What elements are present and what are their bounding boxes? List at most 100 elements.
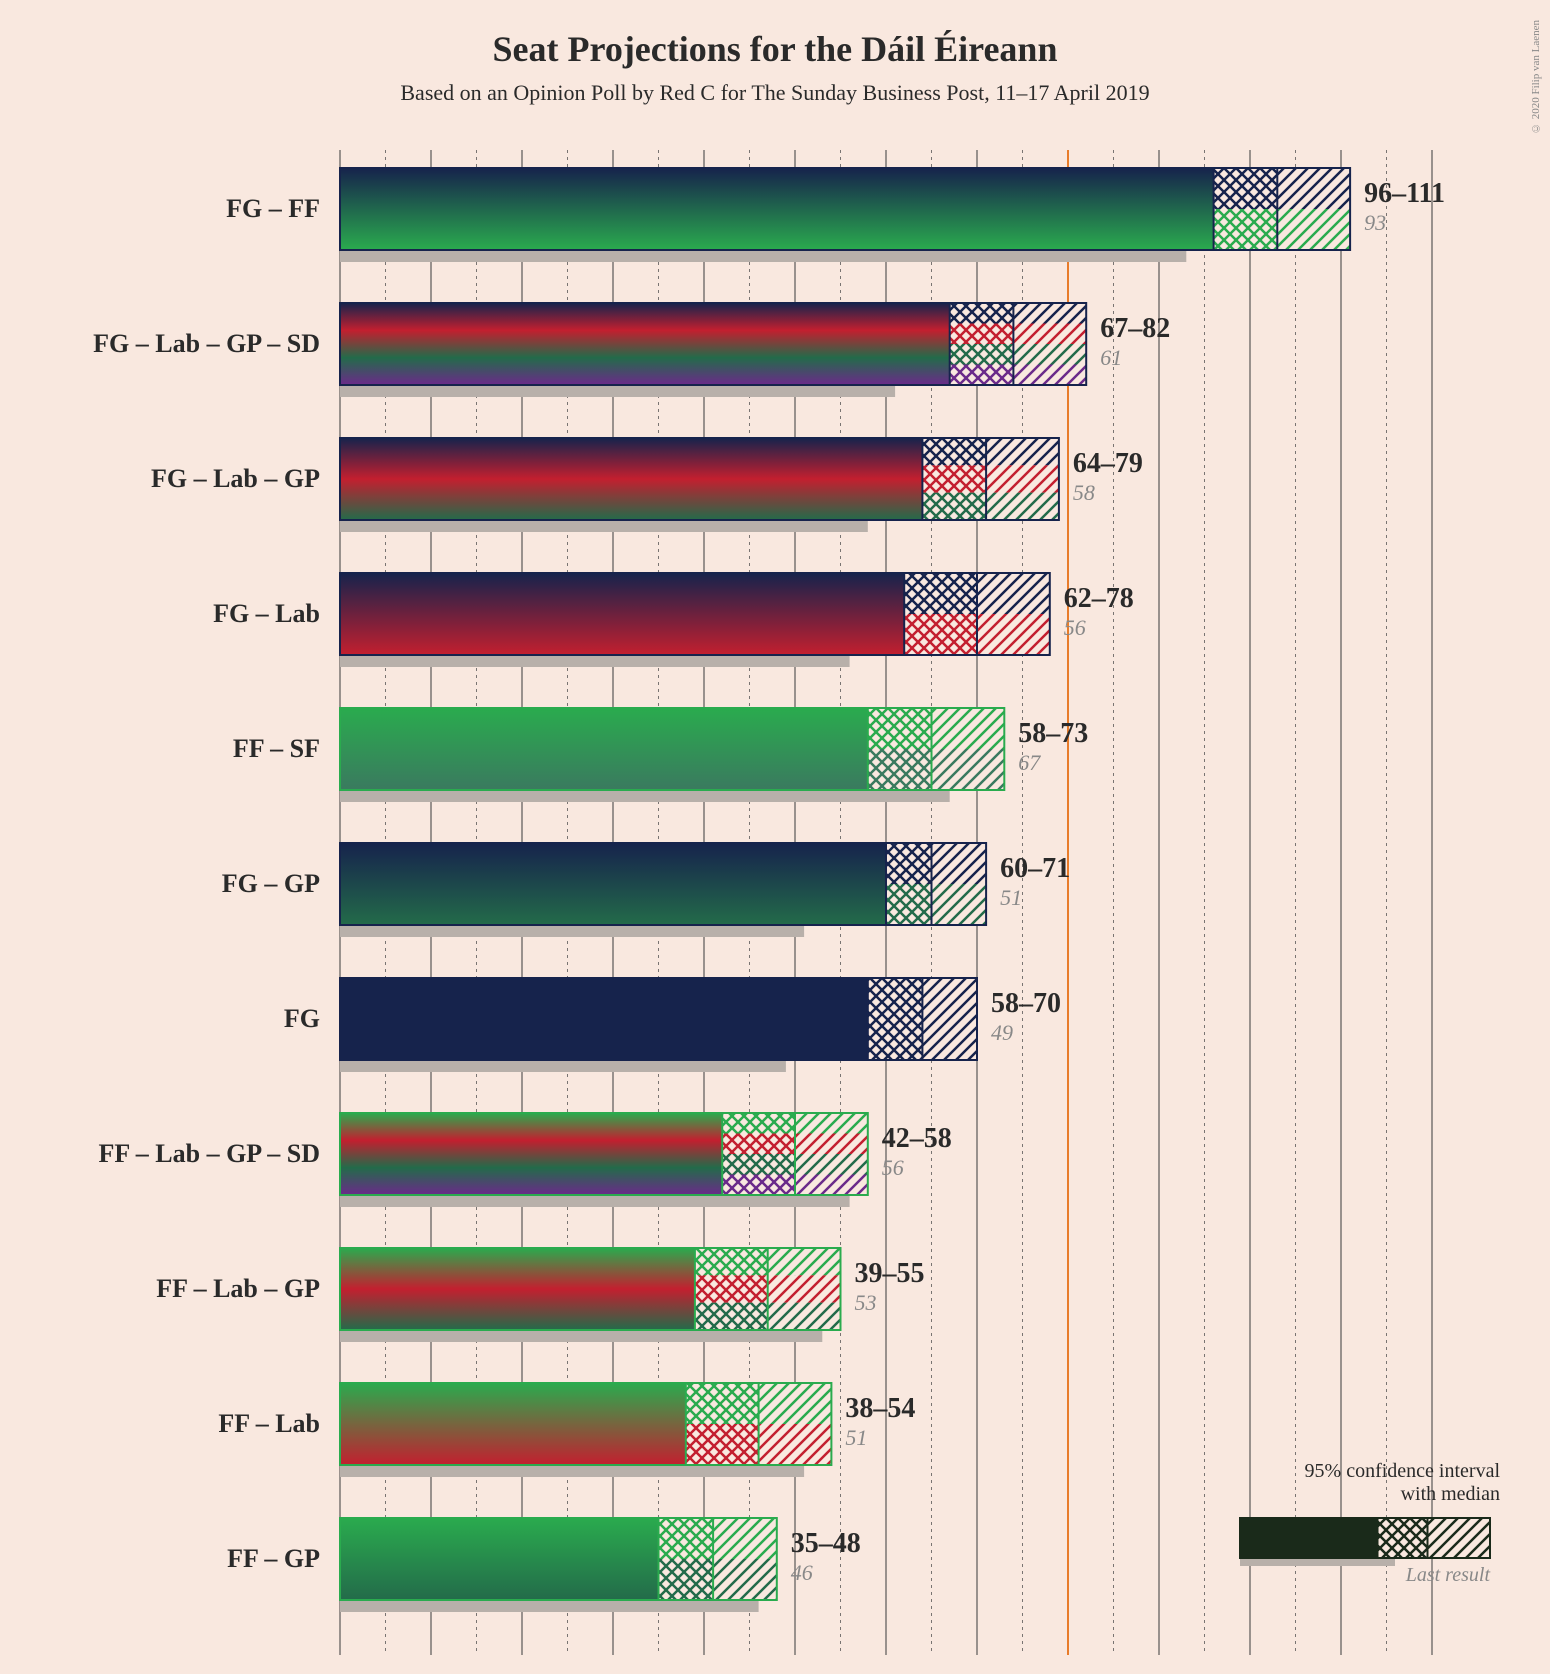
- bar-ci-lower: [722, 1175, 795, 1196]
- bar-solid: [340, 1113, 722, 1195]
- bar-ci-upper: [1013, 365, 1086, 386]
- bar-ci-lower: [722, 1134, 795, 1155]
- bar-ci-lower: [695, 1275, 768, 1302]
- bar-ci-lower: [950, 344, 1014, 365]
- coalition-label: FF – Lab – GP – SD: [0, 1139, 320, 1169]
- bar-ci-upper: [713, 1559, 777, 1600]
- bar-ci-lower: [868, 708, 932, 749]
- bar-ci-lower: [695, 1303, 768, 1330]
- bar-ci-lower: [868, 749, 932, 790]
- bar-ci-lower: [922, 438, 986, 465]
- bar-solid: [340, 978, 868, 1060]
- bar-ci-lower: [722, 1113, 795, 1134]
- last-result-label: 53: [855, 1290, 877, 1316]
- bar-ci-lower: [722, 1154, 795, 1175]
- range-label: 58–73: [1018, 718, 1088, 750]
- coalition-label: FF – SF: [0, 734, 320, 764]
- bar-ci-upper: [795, 1134, 868, 1155]
- bar-ci-upper: [795, 1154, 868, 1175]
- bar-ci-upper: [1013, 344, 1086, 365]
- bar-ci-upper: [1013, 324, 1086, 345]
- last-result-label: 49: [991, 1020, 1013, 1046]
- bar-ci-lower: [950, 324, 1014, 345]
- range-label: 64–79: [1073, 448, 1143, 480]
- legend: [1240, 1518, 1490, 1566]
- bar-ci-upper: [986, 493, 1059, 520]
- range-label: 35–48: [791, 1528, 861, 1560]
- coalition-label: FG: [0, 1004, 320, 1034]
- coalition-label: FF – Lab: [0, 1409, 320, 1439]
- bar-solid: [340, 843, 886, 925]
- bar-ci-lower: [886, 884, 932, 925]
- bar-ci-lower: [686, 1383, 759, 1424]
- range-label: 62–78: [1064, 583, 1134, 615]
- coalition-label: FG – Lab: [0, 599, 320, 629]
- bar-ci-upper: [986, 465, 1059, 492]
- range-label: 60–71: [1000, 853, 1070, 885]
- last-result-label: 67: [1018, 750, 1040, 776]
- bar-ci-lower: [922, 493, 986, 520]
- bar-ci-upper: [759, 1424, 832, 1465]
- bar-ci-lower: [950, 303, 1014, 324]
- last-result-label: 61: [1100, 345, 1122, 371]
- bar-ci-lower: [886, 843, 932, 884]
- bar-ci-upper: [795, 1113, 868, 1134]
- bar-ci-upper: [922, 978, 977, 1060]
- bar-ci-upper: [1277, 168, 1350, 209]
- bar-solid: [340, 1383, 686, 1465]
- bar-solid: [340, 168, 1214, 250]
- range-label: 67–82: [1100, 313, 1170, 345]
- bar-ci-upper: [932, 708, 1005, 749]
- bar-ci-lower: [686, 1424, 759, 1465]
- bar-ci-lower: [868, 978, 923, 1060]
- chart-title: Seat Projections for the Dáil Éireann: [0, 28, 1550, 70]
- last-result-label: 46: [791, 1560, 813, 1586]
- last-result-label: 58: [1073, 480, 1095, 506]
- bar-ci-lower: [1214, 168, 1278, 209]
- bar-ci-upper: [932, 843, 987, 884]
- coalition-label: FF – Lab – GP: [0, 1274, 320, 1304]
- last-result-label: 51: [845, 1425, 867, 1451]
- bar-ci-lower: [922, 465, 986, 492]
- bar-solid: [340, 303, 950, 385]
- bar-ci-upper: [977, 614, 1050, 655]
- bar-ci-upper: [713, 1518, 777, 1559]
- range-label: 96–111: [1364, 178, 1445, 210]
- bar-solid: [340, 1518, 659, 1600]
- last-result-label: 56: [1064, 615, 1086, 641]
- bar-ci-lower: [1214, 209, 1278, 250]
- bar-ci-upper: [1277, 209, 1350, 250]
- bar-ci-upper: [768, 1303, 841, 1330]
- bar-ci-upper: [759, 1383, 832, 1424]
- legend-title: 95% confidence intervalwith median: [1230, 1460, 1500, 1506]
- bar-ci-upper: [932, 884, 987, 925]
- bar-ci-upper: [768, 1248, 841, 1275]
- bar-ci-lower: [950, 365, 1014, 386]
- range-label: 42–58: [882, 1123, 952, 1155]
- bar-solid: [340, 438, 922, 520]
- range-label: 38–54: [845, 1393, 915, 1425]
- bar-ci-upper: [768, 1275, 841, 1302]
- bar-solid: [340, 1248, 695, 1330]
- bar-ci-lower: [659, 1559, 714, 1600]
- bar-solid: [340, 573, 904, 655]
- bar-ci-upper: [932, 749, 1005, 790]
- chart-subtitle: Based on an Opinion Poll by Red C for Th…: [0, 80, 1550, 106]
- coalition-label: FF – GP: [0, 1544, 320, 1574]
- bar-ci-lower: [695, 1248, 768, 1275]
- bar-ci-upper: [1013, 303, 1086, 324]
- last-result-label: 51: [1000, 885, 1022, 911]
- range-label: 58–70: [991, 988, 1061, 1020]
- bar-ci-upper: [986, 438, 1059, 465]
- bar-ci-lower: [659, 1518, 714, 1559]
- range-label: 39–55: [855, 1258, 925, 1290]
- bar-solid: [340, 708, 868, 790]
- coalition-label: FG – Lab – GP: [0, 464, 320, 494]
- last-result-label: 93: [1364, 210, 1386, 236]
- bar-ci-lower: [904, 573, 977, 614]
- bar-ci-upper: [795, 1175, 868, 1196]
- coalition-label: FG – Lab – GP – SD: [0, 329, 320, 359]
- legend-last-label: Last result: [1240, 1564, 1490, 1587]
- last-result-label: 56: [882, 1155, 904, 1181]
- coalition-label: FG – GP: [0, 869, 320, 899]
